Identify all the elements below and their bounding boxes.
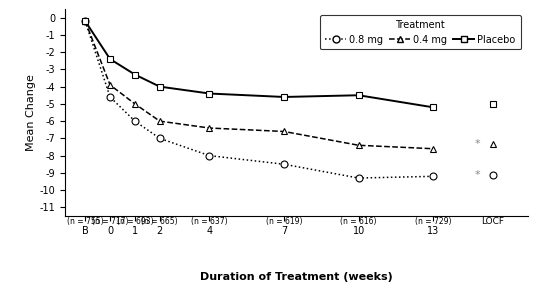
Text: *: * bbox=[475, 139, 480, 148]
Text: (n = 619): (n = 619) bbox=[266, 217, 302, 226]
Text: (n = 755): (n = 755) bbox=[67, 217, 103, 226]
Text: (n = 637): (n = 637) bbox=[191, 217, 228, 226]
Text: *: * bbox=[475, 169, 480, 180]
X-axis label: Duration of Treatment (weeks): Duration of Treatment (weeks) bbox=[200, 272, 393, 282]
Text: LOCF: LOCF bbox=[481, 217, 504, 226]
Text: (n = 729): (n = 729) bbox=[415, 217, 452, 226]
Y-axis label: Mean Change: Mean Change bbox=[26, 74, 36, 151]
Text: (n = 693): (n = 693) bbox=[116, 217, 153, 226]
Text: (n = 616): (n = 616) bbox=[341, 217, 377, 226]
Legend: 0.8 mg, 0.4 mg, Placebo: 0.8 mg, 0.4 mg, Placebo bbox=[320, 15, 521, 50]
Text: (n = 665): (n = 665) bbox=[141, 217, 178, 226]
Text: (n = 717): (n = 717) bbox=[92, 217, 128, 226]
